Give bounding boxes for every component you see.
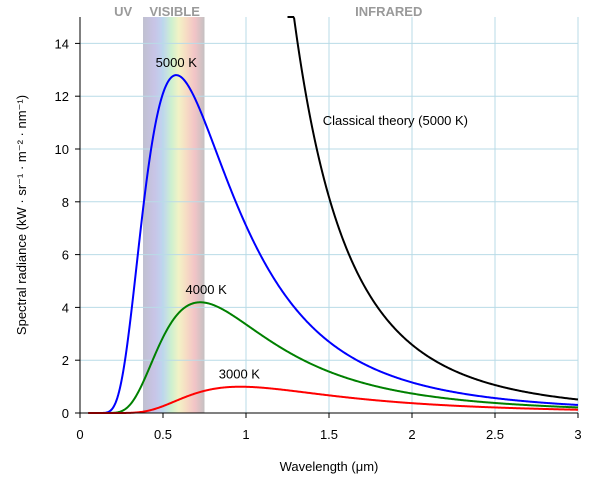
curve-label-5000-k: 5000 K xyxy=(156,55,198,70)
region-labels: UV VISIBLE INFRARED xyxy=(114,4,422,19)
visible-spectrum-band xyxy=(143,17,205,413)
x-tick-label: 2 xyxy=(408,427,415,442)
curve-labels: 5000 K 4000 K 3000 K Classical theory (5000… xyxy=(156,55,468,382)
y-tick-label: 14 xyxy=(55,36,69,51)
x-tick-label: 0 xyxy=(76,427,83,442)
series-line-5000-k xyxy=(88,74,579,414)
region-label-visible: VISIBLE xyxy=(149,4,200,19)
x-tick-label: 2.5 xyxy=(486,427,504,442)
y-tick-label: 8 xyxy=(62,195,69,210)
region-label-infrared: INFRARED xyxy=(355,4,422,19)
series-line-classical-theory-5000-k xyxy=(287,16,579,401)
y-tick-label: 4 xyxy=(62,300,69,315)
x-tick-label: 0.5 xyxy=(154,427,172,442)
curve-label-4000-k: 4000 K xyxy=(186,282,228,297)
x-axis-ticks: 0 0.5 1 1.5 2 2.5 3 xyxy=(76,413,582,442)
y-axis-ticks: 0 2 4 6 8 10 12 14 xyxy=(55,36,80,421)
x-tick-label: 3 xyxy=(574,427,581,442)
series-layer xyxy=(88,16,579,414)
y-tick-label: 12 xyxy=(55,89,69,104)
curve-label-classical-theory-5000-k: Classical theory (5000 K) xyxy=(323,113,468,128)
x-tick-label: 1.5 xyxy=(320,427,338,442)
y-tick-label: 6 xyxy=(62,248,69,263)
y-axis-title: Spectral radiance (kW · sr⁻¹ · m⁻² · nm⁻… xyxy=(14,95,29,335)
series-line-4000-k xyxy=(88,301,579,414)
region-label-uv: UV xyxy=(114,4,132,19)
y-tick-label: 0 xyxy=(62,406,69,421)
curve-label-3000-k: 3000 K xyxy=(219,367,261,382)
x-axis-title: Wavelength (μm) xyxy=(280,459,379,474)
y-tick-label: 10 xyxy=(55,142,69,157)
series-line-3000-k xyxy=(88,385,579,414)
y-tick-label: 2 xyxy=(62,353,69,368)
x-tick-label: 1 xyxy=(242,427,249,442)
